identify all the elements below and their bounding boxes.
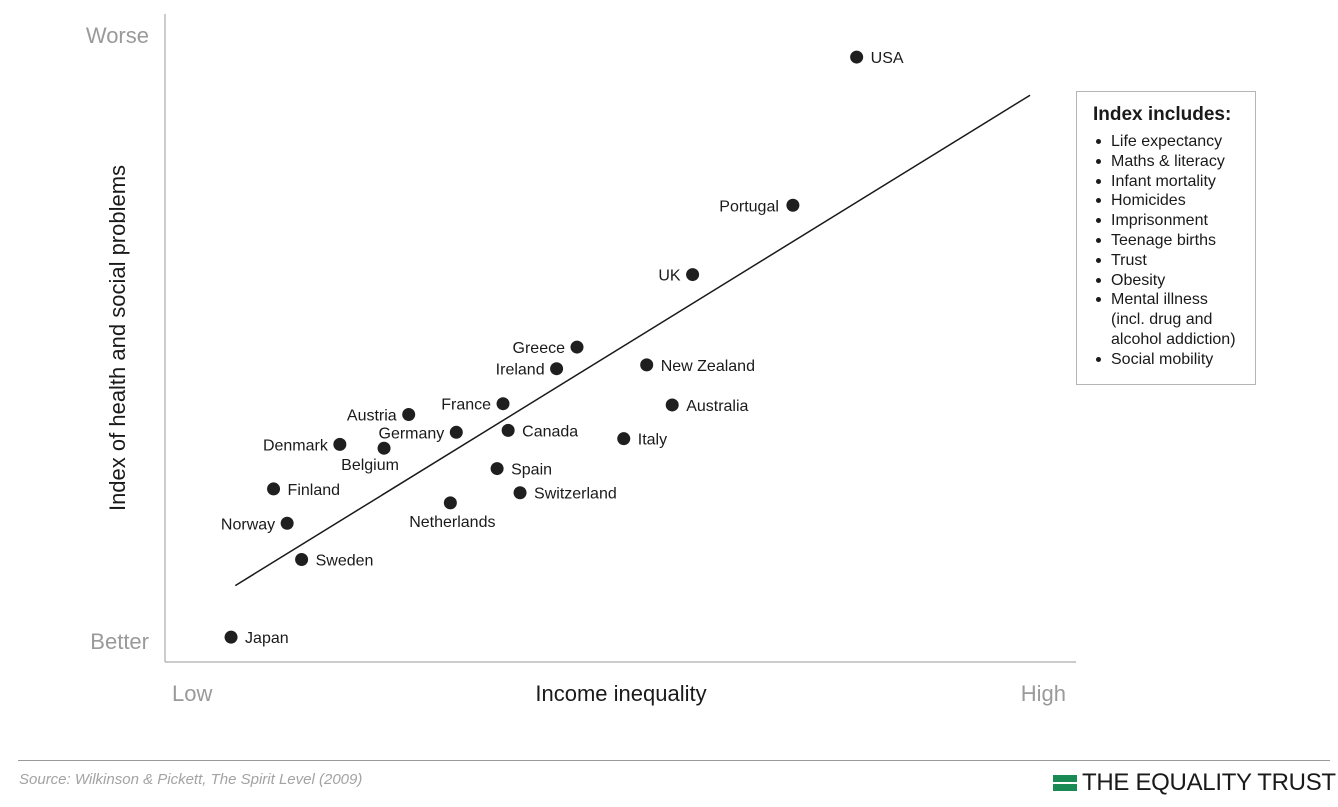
point-uk (686, 268, 700, 282)
point-label-denmark: Denmark (263, 437, 329, 454)
point-label-ireland: Ireland (496, 362, 545, 379)
point-sweden (295, 553, 309, 567)
point-label-belgium: Belgium (341, 457, 399, 474)
point-label-japan: Japan (245, 630, 289, 647)
point-switzerland (513, 486, 527, 500)
point-label-germany: Germany (379, 425, 445, 442)
point-austria (402, 408, 416, 422)
legend-item: Imprisonment (1096, 211, 1245, 231)
y-axis-title: Index of health and social problems (105, 165, 130, 511)
legend-item: Teenage births (1096, 231, 1245, 251)
point-ireland (550, 362, 564, 376)
point-label-new-zealand: New Zealand (661, 358, 755, 375)
legend-item: Obesity (1096, 271, 1245, 291)
point-label-netherlands: Netherlands (409, 514, 495, 531)
trend-line (234, 94, 1031, 587)
point-new-zealand (640, 358, 654, 372)
legend-item: Mental illness (1096, 290, 1245, 310)
point-france (496, 397, 510, 411)
source-citation: Source: Wilkinson & Pickett, The Spirit … (19, 771, 363, 788)
legend-item: Social mobility (1096, 350, 1245, 370)
point-label-italy: Italy (638, 432, 667, 449)
legend-item: Homicides (1096, 191, 1245, 211)
point-italy (617, 432, 631, 446)
legend-item: Life expectancy (1096, 132, 1245, 152)
legend-item-continuation: alcohol addiction) (1111, 330, 1236, 348)
footer-divider (18, 760, 1330, 761)
point-label-uk: UK (658, 268, 681, 285)
equality-trust-icon (1053, 774, 1077, 792)
point-spain (490, 462, 504, 476)
point-australia (665, 398, 679, 412)
point-label-switzerland: Switzerland (534, 486, 617, 503)
point-belgium (377, 441, 391, 455)
y-axis-low-label: Better (90, 629, 149, 654)
point-japan (224, 630, 238, 644)
legend-item-continuation: (incl. drug and (1111, 311, 1213, 329)
point-label-norway: Norway (221, 516, 275, 533)
index-legend: Index includes: Life expectancy Maths & … (1076, 91, 1256, 385)
point-label-australia: Australia (686, 398, 748, 415)
point-label-finland: Finland (288, 482, 340, 499)
point-usa (850, 50, 864, 64)
point-label-sweden: Sweden (316, 553, 374, 570)
point-label-austria: Austria (347, 408, 397, 425)
legend-item: Infant mortality (1096, 172, 1245, 192)
legend-item: Maths & literacy (1096, 152, 1245, 172)
point-finland (267, 482, 281, 496)
brand-logo[interactable]: THE EQUALITY TRUST (1053, 769, 1336, 797)
y-axis-high-label: Worse (86, 23, 149, 48)
point-denmark (333, 437, 347, 451)
point-label-spain: Spain (511, 462, 552, 479)
point-label-canada: Canada (522, 423, 578, 440)
points-layer: USA Portugal UK Greece Ireland New Zealand Fra… (221, 50, 904, 647)
point-portugal (786, 198, 800, 212)
point-germany (449, 425, 463, 439)
brand-name: THE EQUALITY TRUST (1082, 769, 1336, 796)
point-label-portugal: Portugal (719, 198, 779, 215)
legend-title: Index includes: (1093, 104, 1232, 125)
point-greece (570, 340, 584, 354)
point-norway (280, 516, 294, 530)
x-axis-low-label: Low (172, 681, 212, 706)
point-netherlands (443, 496, 457, 510)
x-axis-title: Income inequality (535, 681, 706, 706)
legend-item: Trust (1096, 251, 1245, 271)
x-axis-high-label: High (1021, 681, 1066, 706)
legend-list: Life expectancy Maths & literacy Infant … (1093, 132, 1245, 370)
point-label-greece: Greece (513, 340, 566, 357)
point-label-france: France (441, 397, 491, 414)
point-label-usa: USA (871, 50, 904, 67)
point-canada (501, 423, 515, 437)
